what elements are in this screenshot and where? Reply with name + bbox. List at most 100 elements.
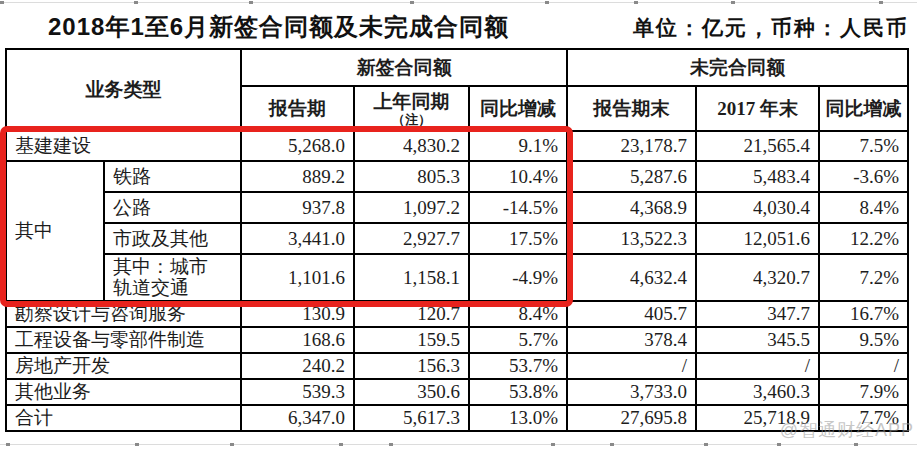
- cell-value: 13.0%: [469, 405, 567, 431]
- contracts-table: 业务类型 新签合同额 未完合同额 报告期 上年同期 （注） 同比增减 报告期末 …: [5, 48, 909, 432]
- table-row: 工程设备与零部件制造 168.6 159.5 5.7% 378.4 345.5 …: [6, 327, 908, 353]
- header-group-new-contracts: 新签合同额: [241, 49, 567, 86]
- row-label: 工程设备与零部件制造: [6, 327, 241, 353]
- cell-value: 4,030.4: [696, 192, 819, 223]
- row-label: 铁路: [104, 161, 241, 192]
- row-label: 公路: [104, 192, 241, 223]
- crop-artifact-tick: [879, 1, 883, 4]
- cell-value: 345.5: [696, 327, 819, 353]
- cell-value: 5,268.0: [241, 131, 354, 161]
- row-label: 其他业务: [6, 379, 241, 405]
- cell-value: 8.4%: [819, 192, 908, 223]
- crop-artifact-top: [0, 2, 917, 3]
- row-label: 勘察设计与咨询服务: [6, 301, 241, 327]
- row-label: 房地产开发: [6, 353, 241, 379]
- table-row: 勘察设计与咨询服务 130.9 120.7 8.4% 405.7 347.7 1…: [6, 301, 908, 327]
- cell-value: 5,483.4: [696, 161, 819, 192]
- cell-value: 405.7: [567, 301, 696, 327]
- cell-value: 21,565.4: [696, 131, 819, 161]
- header-yoy-change-new: 同比增减: [469, 86, 567, 131]
- table-row: 其中：城市轨道交通 1,101.6 1,158.1 -4.9% 4,632.4 …: [6, 254, 908, 301]
- cell-value: 159.5: [354, 327, 469, 353]
- cell-value: 1,158.1: [354, 254, 469, 301]
- cell-value: -14.5%: [469, 192, 567, 223]
- crop-artifact-tick: [634, 1, 638, 4]
- table-row-total: 合计 6,347.0 5,617.3 13.0% 27,695.8 25,718…: [6, 405, 908, 431]
- header-note: （注）: [357, 113, 466, 126]
- header-period-end-label: 报告期末: [594, 98, 670, 119]
- crop-artifact-bottom: [0, 444, 917, 445]
- cell-value: 7.9%: [819, 379, 908, 405]
- cell-value: 5.7%: [469, 327, 567, 353]
- cell-value: 120.7: [354, 301, 469, 327]
- cell-value: 12.2%: [819, 223, 908, 254]
- crop-artifact-tick: [731, 1, 735, 4]
- cell-value: 12,051.6: [696, 223, 819, 254]
- crop-artifact-tick: [704, 443, 708, 446]
- cell-value: 2,927.7: [354, 223, 469, 254]
- cell-value: 27,695.8: [567, 405, 696, 431]
- header-prior-year-period: 上年同期 （注）: [354, 86, 469, 131]
- cell-value: 3,441.0: [241, 223, 354, 254]
- cell-value: 1,097.2: [354, 192, 469, 223]
- cell-value: 1,101.6: [241, 254, 354, 301]
- caption-row: 2018年1至6月新签合同额及未完成合同额 单位：亿元，币种：人民币: [0, 7, 917, 45]
- cell-value: 240.2: [241, 353, 354, 379]
- header-reporting-period-label: 报告期: [269, 98, 326, 119]
- unit-currency-note: 单位：亿元，币种：人民币: [633, 14, 909, 42]
- header-prior-year-label: 上年同期: [374, 91, 450, 112]
- cell-value: 805.3: [354, 161, 469, 192]
- crop-artifact-tick: [389, 443, 393, 446]
- crop-artifact-tick: [230, 443, 234, 446]
- header-2017-year-end: 2017 年末: [696, 86, 819, 131]
- cell-value: 347.7: [696, 301, 819, 327]
- crop-artifact-tick: [0, 1, 4, 4]
- cell-value: 4,368.9: [567, 192, 696, 223]
- cell-value: 17.5%: [469, 223, 567, 254]
- cell-value: 53.7%: [469, 353, 567, 379]
- cell-value: 378.4: [567, 327, 696, 353]
- cell-value: 4,632.4: [567, 254, 696, 301]
- cell-value: 168.6: [241, 327, 354, 353]
- table-row: 其中 铁路 889.2 805.3 10.4% 5,287.6 5,483.4 …: [6, 161, 908, 192]
- table-row: 基建建设 5,268.0 4,830.2 9.1% 23,178.7 21,56…: [6, 131, 908, 161]
- cell-value: -3.6%: [819, 161, 908, 192]
- row-label: 其中：城市轨道交通: [104, 254, 241, 301]
- table-row: 房地产开发 240.2 156.3 53.7% / / /: [6, 353, 908, 379]
- crop-artifact-tick: [777, 443, 781, 446]
- table-row: 市政及其他 3,441.0 2,927.7 17.5% 13,522.3 12,…: [6, 223, 908, 254]
- cell-value: 4,320.7: [696, 254, 819, 301]
- cell-value: /: [567, 353, 696, 379]
- header-group-uncompleted-contracts: 未完合同额: [567, 49, 908, 86]
- header-yoy-new-label: 同比增减: [480, 98, 556, 119]
- watermark: @智通财经APP: [780, 418, 914, 442]
- cell-value: 23,178.7: [567, 131, 696, 161]
- cell-value: /: [696, 353, 819, 379]
- cell-value: 16.7%: [819, 301, 908, 327]
- cell-value: 889.2: [241, 161, 354, 192]
- cell-value: 53.8%: [469, 379, 567, 405]
- crop-artifact-tick: [854, 443, 858, 446]
- cell-value: 350.6: [354, 379, 469, 405]
- cell-value: 937.8: [241, 192, 354, 223]
- table-row: 公路 937.8 1,097.2 -14.5% 4,368.9 4,030.4 …: [6, 192, 908, 223]
- financial-table-screenshot: 2018年1至6月新签合同额及未完成合同额 单位：亿元，币种：人民币 业务类型 …: [0, 0, 917, 450]
- row-label: 合计: [6, 405, 241, 431]
- cell-value: 9.1%: [469, 131, 567, 161]
- row-group-label: 其中: [6, 161, 104, 301]
- crop-artifact-tick: [410, 1, 414, 4]
- cell-value: 8.4%: [469, 301, 567, 327]
- cell-value: 130.9: [241, 301, 354, 327]
- crop-artifact-tick: [545, 1, 549, 4]
- cell-value: 156.3: [354, 353, 469, 379]
- cell-value: -4.9%: [469, 254, 567, 301]
- cell-value: 9.5%: [819, 327, 908, 353]
- crop-artifact-tick: [135, 443, 139, 446]
- header-business-type: 业务类型: [6, 49, 241, 131]
- crop-artifact-tick: [134, 1, 138, 4]
- crop-artifact-tick: [610, 443, 614, 446]
- cell-value: /: [819, 353, 908, 379]
- row-label-text: 其中：城市轨道交通: [113, 256, 217, 299]
- cell-value: 539.3: [241, 379, 354, 405]
- crop-artifact-tick: [551, 443, 555, 446]
